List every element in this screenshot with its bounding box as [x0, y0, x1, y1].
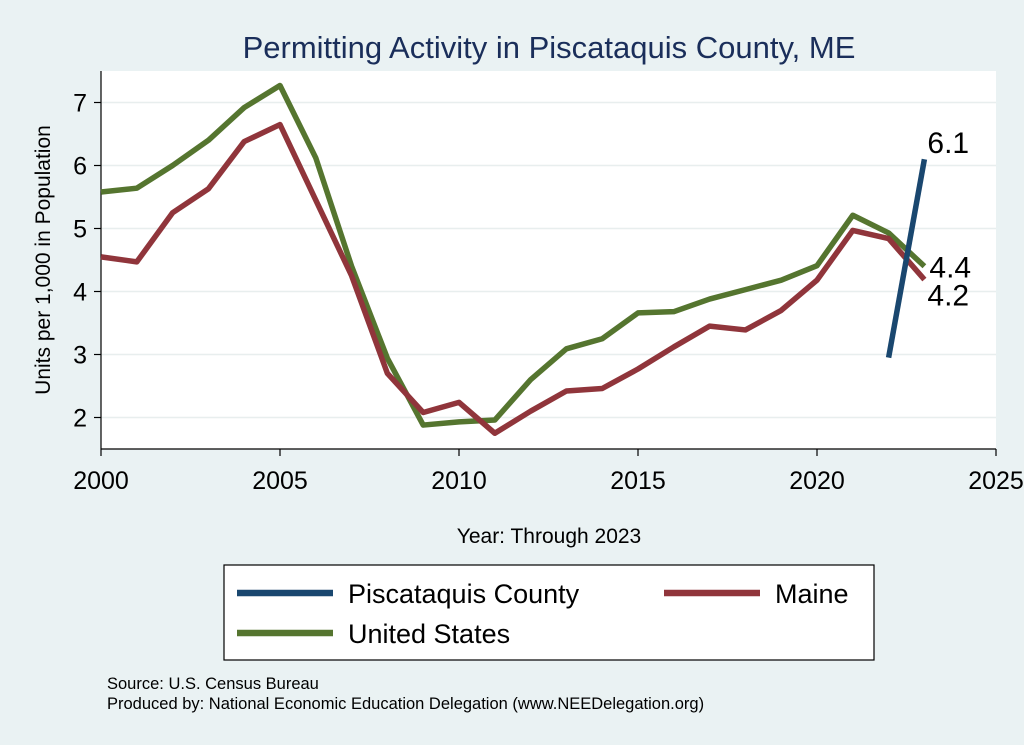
end-label-united-states: 4.4 — [929, 251, 971, 284]
x-axis-title: Year: Through 2023 — [457, 525, 642, 548]
y-tick-label: 7 — [73, 90, 87, 118]
y-ticks: 2 3 4 5 6 7 — [73, 90, 101, 433]
y-tick-label: 5 — [73, 216, 87, 244]
series-line-piscataquis-county — [885, 158, 928, 359]
end-label-maine: 4.2 — [927, 280, 969, 313]
y-tick-label: 2 — [73, 405, 87, 433]
legend: Piscataquis County Maine United States — [223, 564, 875, 661]
source-note: Source: U.S. Census Bureau — [107, 675, 319, 693]
legend-label-piscataquis: Piscataquis County — [348, 579, 580, 609]
x-tick-label: 2010 — [431, 467, 487, 495]
legend-label-united-states: United States — [348, 619, 510, 649]
legend-box — [223, 564, 875, 661]
y-axis-title: Units per 1,000 in Population — [32, 125, 55, 395]
x-tick-label: 2020 — [789, 467, 845, 495]
plot-area — [101, 71, 996, 449]
y-tick-label: 4 — [73, 279, 87, 307]
series-line-maine — [100, 121, 927, 436]
x-ticks: 2000 2005 2010 2015 2020 2025 — [73, 449, 1024, 495]
producer-note: Produced by: National Economic Education… — [107, 695, 704, 713]
series-line-united-states — [100, 82, 927, 428]
x-tick-label: 2025 — [968, 467, 1024, 495]
x-tick-label: 2015 — [610, 467, 666, 495]
y-tick-label: 3 — [73, 342, 87, 370]
chart-title: Permitting Activity in Piscataquis Count… — [243, 30, 856, 65]
y-tick-label: 6 — [73, 153, 87, 181]
axes — [100, 71, 996, 450]
series-lines — [100, 82, 928, 436]
x-tick-label: 2005 — [252, 467, 308, 495]
x-tick-label: 2000 — [73, 467, 129, 495]
end-labels: 6.1 4.24.4 — [927, 127, 971, 312]
legend-label-maine: Maine — [775, 579, 849, 609]
end-label-piscataquis-county: 6.1 — [927, 127, 969, 160]
